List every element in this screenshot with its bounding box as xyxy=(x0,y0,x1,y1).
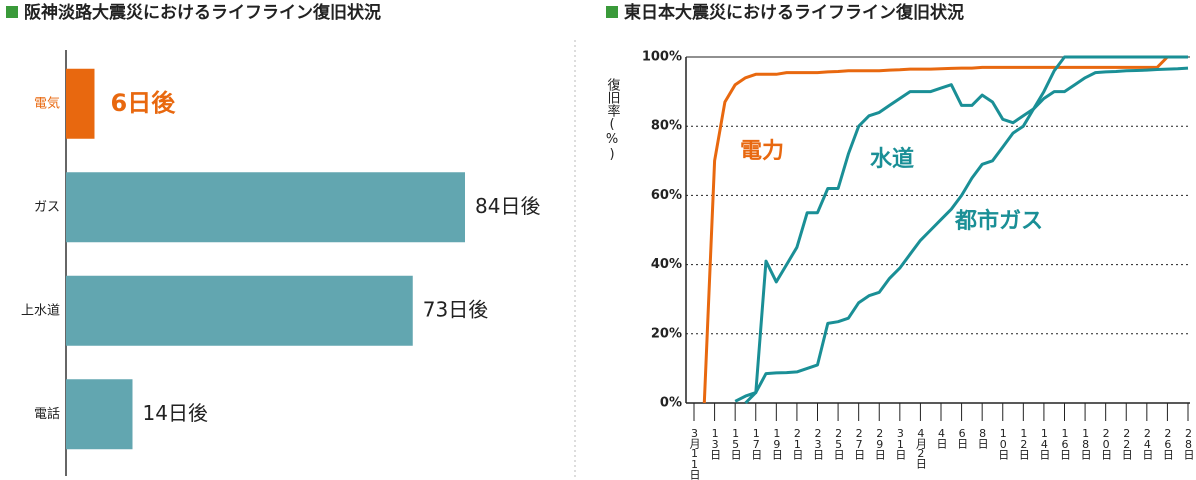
x-tick-label: 31日 xyxy=(894,427,907,460)
y-axis-label: 復旧率(%) xyxy=(605,77,621,162)
title-marker xyxy=(606,6,618,18)
chart-title: 東日本大震災におけるライフライン復旧状況 xyxy=(624,2,964,23)
value-label: 6日後 xyxy=(111,89,177,117)
x-tick-label: 22日 xyxy=(1120,427,1133,460)
y-tick-label: 100% xyxy=(642,50,682,65)
y-tick-label: 電話 xyxy=(34,406,60,422)
x-tick-label: 16日 xyxy=(1059,427,1072,460)
title-marker xyxy=(6,6,18,18)
bar xyxy=(66,379,133,450)
y-tick-label: 80% xyxy=(651,119,682,134)
x-tick-label: 15日 xyxy=(729,427,742,460)
y-tick-label: ガス xyxy=(34,200,60,215)
x-tick-label: 12日 xyxy=(1017,427,1030,460)
x-tick-label: 17日 xyxy=(750,427,763,460)
x-tick-label: 18日 xyxy=(1079,427,1092,460)
y-tick-label: 0% xyxy=(660,396,682,411)
value-label: 84日後 xyxy=(475,194,540,218)
x-tick-label: 13日 xyxy=(709,427,722,460)
x-tick-label: 19日 xyxy=(770,427,783,460)
chart-title: 阪神淡路大震災におけるライフライン復旧状況 xyxy=(24,2,381,23)
x-tick-label: 29日 xyxy=(873,427,886,460)
x-tick-label: 8日 xyxy=(976,427,989,449)
x-tick-label: 25日 xyxy=(832,427,845,460)
series-label: 水道 xyxy=(870,146,914,172)
x-tick-label: 20日 xyxy=(1100,427,1113,460)
x-tick-label: 26日 xyxy=(1161,427,1174,460)
line xyxy=(744,55,1188,405)
x-tick-label: 21日 xyxy=(791,427,804,460)
line xyxy=(702,55,1188,404)
x-tick-label: 4日 xyxy=(935,427,948,449)
y-tick-label: 電気 xyxy=(34,95,60,111)
x-tick-label: 14日 xyxy=(1038,427,1051,460)
x-tick-label: 23日 xyxy=(812,427,825,460)
x-tick-label: 28日 xyxy=(1182,427,1195,460)
bar xyxy=(66,68,95,139)
y-tick-label: 上水道 xyxy=(21,303,60,318)
y-tick-label: 20% xyxy=(651,326,682,341)
x-tick-label: 4月2日 xyxy=(914,427,927,469)
bar xyxy=(66,172,465,243)
x-tick-label: 24日 xyxy=(1141,427,1154,460)
x-tick-label: 3月11日 xyxy=(688,427,701,480)
y-tick-label: 60% xyxy=(651,188,682,203)
value-label: 73日後 xyxy=(423,297,488,321)
x-tick-label: 27日 xyxy=(853,427,866,460)
x-tick-label: 10日 xyxy=(997,427,1010,460)
line xyxy=(734,66,1189,403)
series-label: 電力 xyxy=(740,139,784,164)
x-tick-label: 6日 xyxy=(956,427,969,449)
value-label: 14日後 xyxy=(143,401,208,425)
bar xyxy=(66,275,413,346)
series-label: 都市ガス xyxy=(954,208,1043,234)
y-tick-label: 40% xyxy=(651,257,682,272)
